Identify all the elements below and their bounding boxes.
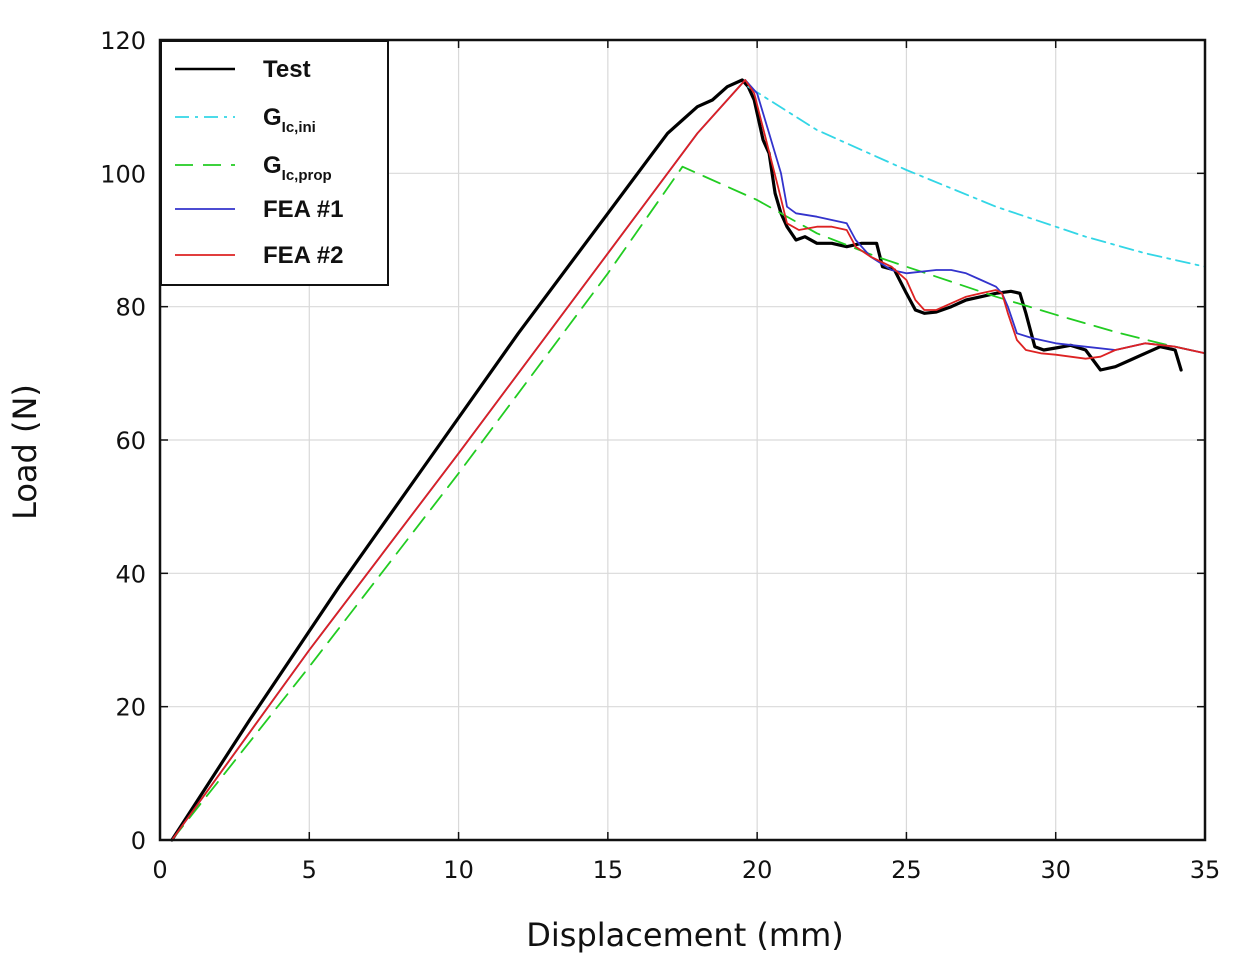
y-tick-label: 100: [100, 160, 146, 188]
series-layer: [170, 78, 1206, 842]
legend-label-gic-ini: GIc,ini: [263, 104, 316, 136]
legend-label-main: Test: [263, 56, 311, 83]
x-tick-label: 25: [891, 856, 922, 884]
legend-label-main: G: [263, 104, 282, 131]
y-tick-label: 80: [115, 294, 146, 322]
legend-label-subscript: Ic,prop: [282, 167, 332, 184]
x-tick-label: 30: [1040, 856, 1071, 884]
y-tick-label: 0: [131, 827, 146, 855]
series-line-gic-ini: [747, 85, 1206, 268]
x-axis-title: Displacement (mm): [526, 916, 843, 954]
y-tick-label: 40: [115, 560, 146, 588]
y-tick-label: 120: [100, 27, 146, 55]
x-tick-label: 20: [742, 856, 773, 884]
x-tick-label: 35: [1190, 856, 1221, 884]
legend-label-gic-prop: GIc,prop: [263, 152, 332, 184]
series-line-fea-2: [170, 79, 1206, 841]
y-axis-title: Load (N): [6, 384, 44, 520]
x-tick-label: 10: [443, 856, 474, 884]
series-line-gic-prop: [170, 165, 1206, 841]
legend-label-main: G: [263, 152, 282, 179]
x-tick-label: 5: [302, 856, 317, 884]
legend-label-fea-1: FEA #1: [263, 196, 343, 223]
legend-label-main: FEA #1: [263, 196, 343, 223]
legend-label-main: FEA #2: [263, 242, 343, 269]
legend-box: [160, 40, 389, 286]
x-tick-label: 0: [152, 856, 167, 884]
y-tick-label: 20: [115, 694, 146, 722]
series-line-test: [170, 78, 1183, 842]
x-tick-label: 15: [593, 856, 624, 884]
tick-labels: 0 5 10 15 20 25 30 35 0 20 40 60 80 100 120: [100, 27, 1220, 884]
legend-label-subscript: Ic,ini: [282, 119, 316, 136]
legend-label-test: Test: [263, 56, 311, 83]
y-tick-label: 60: [115, 427, 146, 455]
legend-label-fea-2: FEA #2: [263, 242, 343, 269]
